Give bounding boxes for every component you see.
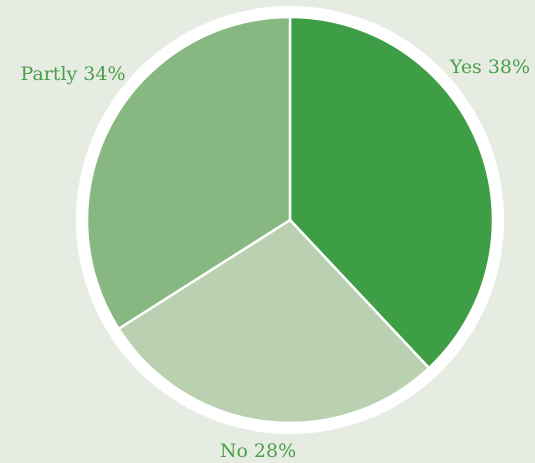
pie-slice-yes [288,15,495,370]
pie-labels: Yes 38% No 28% Partly 34% [20,56,530,462]
pie-label-partly: Partly 34% [20,63,125,85]
pie-slices [85,15,495,425]
pie-label-yes: Yes 38% [449,56,530,78]
pie-slice-no [117,218,431,425]
pie-label-no: No 28% [220,440,296,462]
pie-slice-partly [85,15,292,331]
